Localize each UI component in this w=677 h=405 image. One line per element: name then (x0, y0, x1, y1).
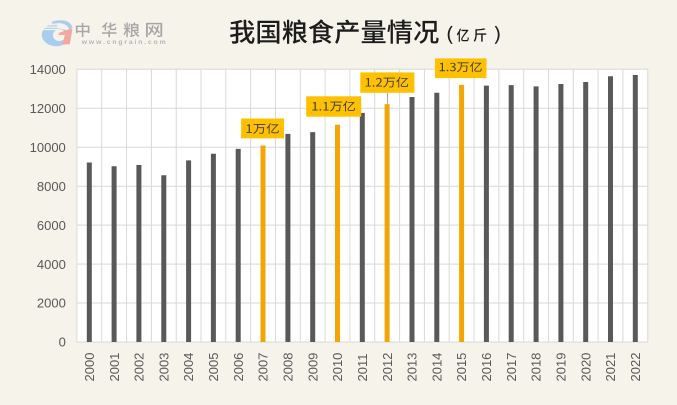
svg-text:8000: 8000 (37, 179, 66, 194)
svg-text:12000: 12000 (30, 101, 66, 116)
svg-text:2005: 2005 (206, 353, 221, 382)
svg-text:2019: 2019 (554, 353, 569, 382)
svg-text:2009: 2009 (305, 353, 320, 382)
svg-text:10000: 10000 (30, 140, 66, 155)
svg-text:2022: 2022 (628, 353, 643, 382)
svg-text:2012: 2012 (380, 353, 395, 382)
svg-text:2015: 2015 (454, 353, 469, 382)
svg-text:2018: 2018 (529, 353, 544, 382)
svg-text:2000: 2000 (82, 353, 97, 382)
svg-text:2003: 2003 (156, 353, 171, 382)
svg-text:6000: 6000 (37, 218, 66, 233)
svg-text:www.cngrain.com: www.cngrain.com (81, 39, 168, 46)
svg-text:2017: 2017 (504, 353, 519, 382)
svg-text:2021: 2021 (603, 353, 618, 382)
svg-text:2001: 2001 (107, 353, 122, 382)
svg-text:2011: 2011 (355, 354, 370, 382)
svg-text:4000: 4000 (37, 257, 66, 272)
svg-text:2007: 2007 (256, 353, 271, 382)
svg-text:14000: 14000 (30, 62, 66, 77)
svg-text:2014: 2014 (429, 353, 444, 382)
svg-text:2020: 2020 (578, 353, 593, 382)
svg-text:2006: 2006 (231, 353, 246, 382)
svg-text:2000: 2000 (37, 296, 66, 311)
svg-text:2002: 2002 (132, 353, 147, 382)
svg-text:2010: 2010 (330, 353, 345, 382)
svg-text:0: 0 (59, 335, 66, 350)
svg-text:2008: 2008 (281, 353, 296, 382)
svg-text:2004: 2004 (181, 353, 196, 382)
svg-text:2016: 2016 (479, 353, 494, 382)
svg-text:2013: 2013 (405, 353, 420, 382)
